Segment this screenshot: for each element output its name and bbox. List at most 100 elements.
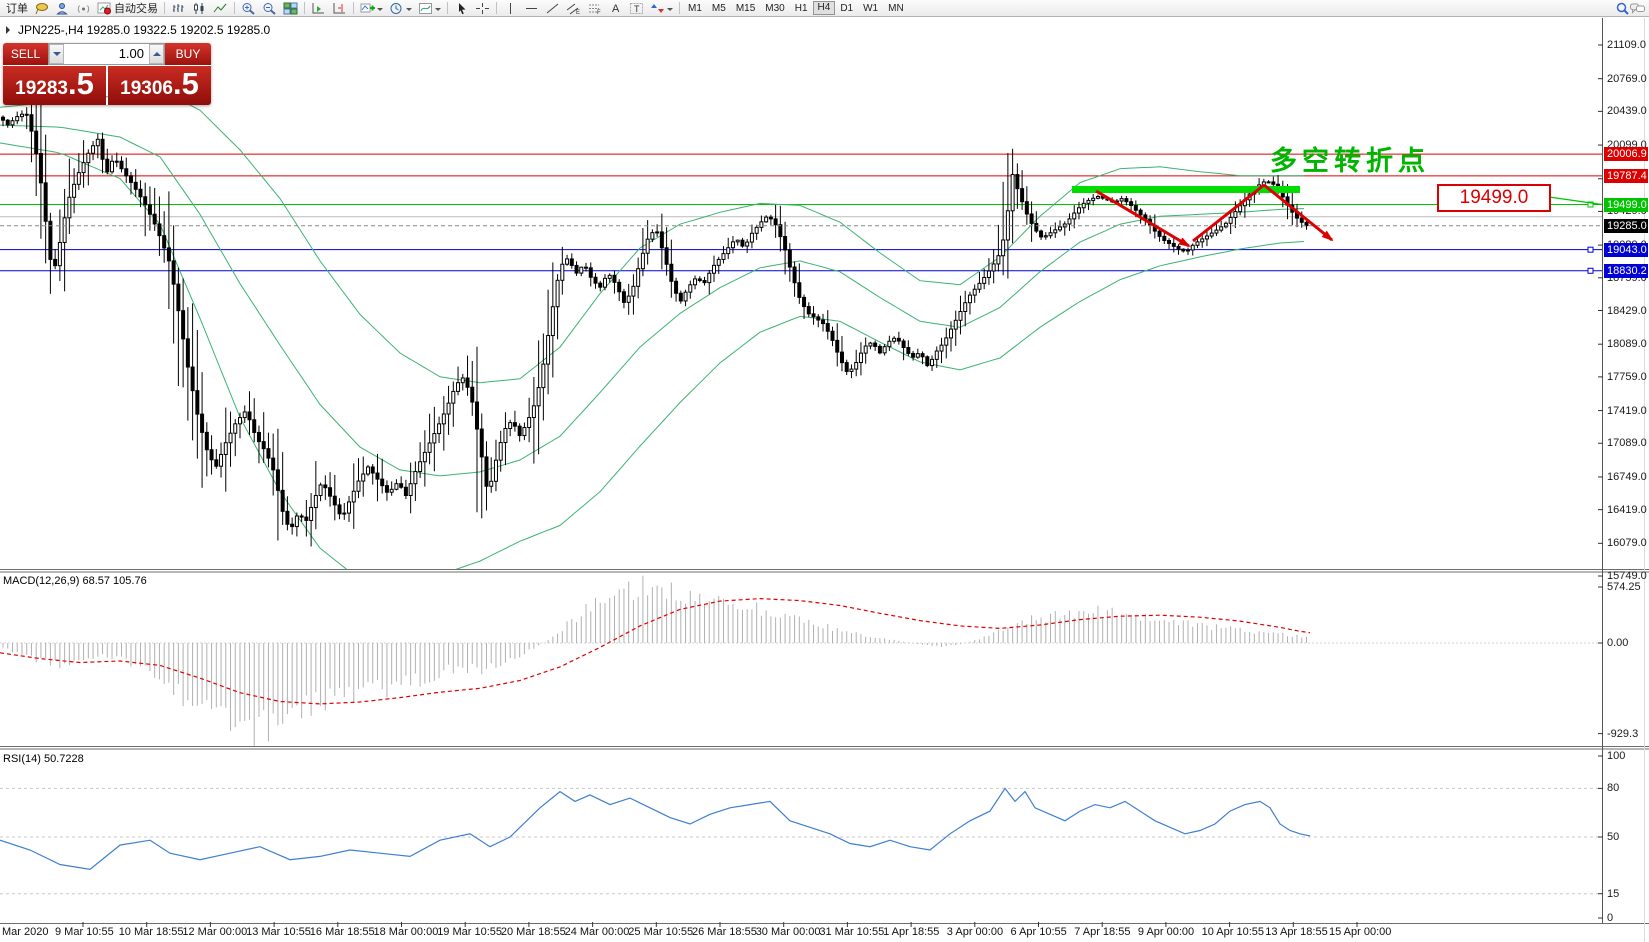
lasso-icon [34, 2, 49, 15]
chart-shift-icon [332, 2, 347, 15]
toolbar: 订单 自动交易 E F A T M1 M5 M15 M30 H1 H4 D1 W1 MN [0, 0, 1649, 17]
cursor-icon[interactable] [451, 0, 472, 16]
timeframe-button-M15[interactable]: M15 [735, 2, 756, 14]
toolbar-separator [496, 2, 497, 14]
buy-button[interactable]: BUY [165, 43, 211, 65]
timeframe-button-M30[interactable]: M30 [765, 2, 785, 14]
arrows-icon[interactable] [647, 0, 676, 16]
timeframe-button-D1[interactable]: D1 [840, 2, 854, 14]
macd-scale-label: -929.3 [1607, 727, 1639, 740]
time-tick-label: 1 Apr 18:55 [883, 926, 940, 938]
macd-scale-label: 0.00 [1607, 637, 1629, 649]
buy-price-main: 19306 [120, 78, 173, 99]
chevron-down-icon [406, 7, 412, 14]
time-tick-label: Mar 2020 [2, 926, 49, 938]
zoom-in-icon[interactable] [238, 0, 259, 16]
channel-icon: E [566, 2, 581, 15]
indicators-icon[interactable] [357, 0, 386, 16]
fibonacci-icon[interactable]: F [584, 0, 605, 16]
trend-arrow [1192, 183, 1265, 243]
timeframe-button-M1[interactable]: M1 [688, 2, 702, 14]
time-tick-label: 13 Apr 18:55 [1265, 926, 1328, 938]
svg-text:F: F [597, 10, 601, 15]
vertical-line-icon[interactable] [500, 0, 521, 16]
crosshair-icon[interactable] [472, 0, 493, 16]
search-icon[interactable] [1615, 2, 1630, 15]
profile-icon[interactable] [52, 0, 73, 16]
horizontal-line-icon[interactable] [521, 0, 542, 16]
chat-icon[interactable] [1630, 2, 1645, 15]
main-pane [0, 88, 1602, 569]
sell-button[interactable]: SELL [3, 43, 48, 65]
tile-windows-icon[interactable] [280, 0, 301, 16]
toolbar-separator [679, 2, 680, 14]
toolbar-label: 自动交易 [114, 3, 158, 15]
triangle-up-icon [152, 48, 161, 56]
price-tick-label: 21109.0 [1607, 39, 1646, 51]
volume-increase-button[interactable] [149, 44, 164, 64]
line-chart-icon[interactable] [210, 0, 231, 16]
timeframe-button-H4[interactable]: H4 [812, 1, 836, 15]
volume-input[interactable]: 1.00 [64, 44, 149, 64]
timeframe-button-MN[interactable]: MN [888, 2, 904, 14]
rsi-scale-label: 15 [1607, 887, 1620, 900]
time-tick-label: 7 Apr 18:55 [1074, 926, 1131, 938]
trend-arrow [1095, 189, 1191, 248]
time-tick-label: 20 Mar 18:55 [500, 926, 566, 938]
one-click-trade-panel: SELL 1.00 BUY 19283.5 19306.5 [3, 43, 211, 105]
time-tick-label: 31 Mar 10:55 [819, 926, 885, 938]
chart-info-line: JPN225-,H4 19285.0 19322.5 19202.5 19285… [6, 23, 270, 37]
price-line-label: 19043.0 [1604, 242, 1648, 257]
svg-text:T: T [634, 4, 640, 14]
templates-icon[interactable] [415, 0, 444, 16]
line-chart-icon [213, 2, 228, 15]
timeframe-button-M5[interactable]: M5 [711, 2, 726, 14]
timeframe-button-H1[interactable]: H1 [794, 2, 808, 14]
lasso-icon[interactable] [31, 0, 52, 16]
candlestick-chart-icon[interactable] [189, 0, 210, 16]
time-tick-label: 9 Apr 00:00 [1137, 926, 1195, 938]
channel-icon[interactable]: E [563, 0, 584, 16]
time-tick-label: 26 Mar 18:55 [692, 926, 757, 938]
sell-price-button[interactable]: 19283.5 [3, 66, 106, 105]
auto-scroll-icon[interactable] [308, 0, 329, 16]
expand-marker-icon[interactable] [6, 26, 14, 34]
text-icon[interactable]: A [605, 0, 626, 16]
profile-icon [55, 2, 70, 15]
trendline-icon [545, 2, 560, 15]
svg-text:A: A [612, 3, 620, 15]
arrows-icon [650, 2, 665, 15]
bar-chart-icon[interactable] [168, 0, 189, 16]
time-tick-label: 10 Mar 18:55 [118, 926, 184, 938]
new-order-button[interactable]: 订单 [1, 0, 31, 16]
rsi-label: RSI(14) 50.7228 [3, 753, 84, 765]
chevron-down-icon [435, 7, 441, 14]
trendline-icon[interactable] [542, 0, 563, 16]
volume-decrease-button[interactable] [49, 44, 64, 64]
chart-shift-icon[interactable] [329, 0, 350, 16]
signal-icon[interactable] [73, 0, 94, 16]
vertical-line-icon [503, 2, 518, 15]
price-tick-label: 16419.0 [1607, 503, 1647, 516]
indicators-icon [360, 2, 375, 15]
candlestick-chart-icon [192, 2, 207, 15]
templates-icon [418, 2, 433, 15]
sell-price-main: 19283 [15, 78, 68, 99]
toolbar-separator [447, 2, 448, 14]
time-axis[interactable]: Mar 2020 9 Mar 10:55 10 Mar 18:55 12 Mar 00… [0, 926, 1649, 942]
time-tick-label: 25 Mar 10:55 [628, 926, 694, 938]
rsi-scale-label: 0 [1607, 912, 1614, 924]
macd-pane [0, 575, 1602, 746]
zoom-out-icon[interactable] [259, 0, 280, 16]
autotrading-button[interactable]: 自动交易 [94, 0, 161, 16]
price-line-label: 20006.9 [1604, 147, 1648, 162]
timeframe-button-W1[interactable]: W1 [863, 2, 879, 14]
periods-icon[interactable] [386, 0, 415, 16]
fibonacci-icon: F [587, 2, 602, 15]
macd-signal-line [0, 597, 1311, 705]
text-label-icon[interactable]: T [626, 0, 647, 16]
toolbar-separator [353, 2, 354, 14]
buy-price-button[interactable]: 19306.5 [108, 66, 211, 105]
price-axis[interactable]: 21109.020769.020439.020099.019759.019429… [1604, 0, 1649, 942]
